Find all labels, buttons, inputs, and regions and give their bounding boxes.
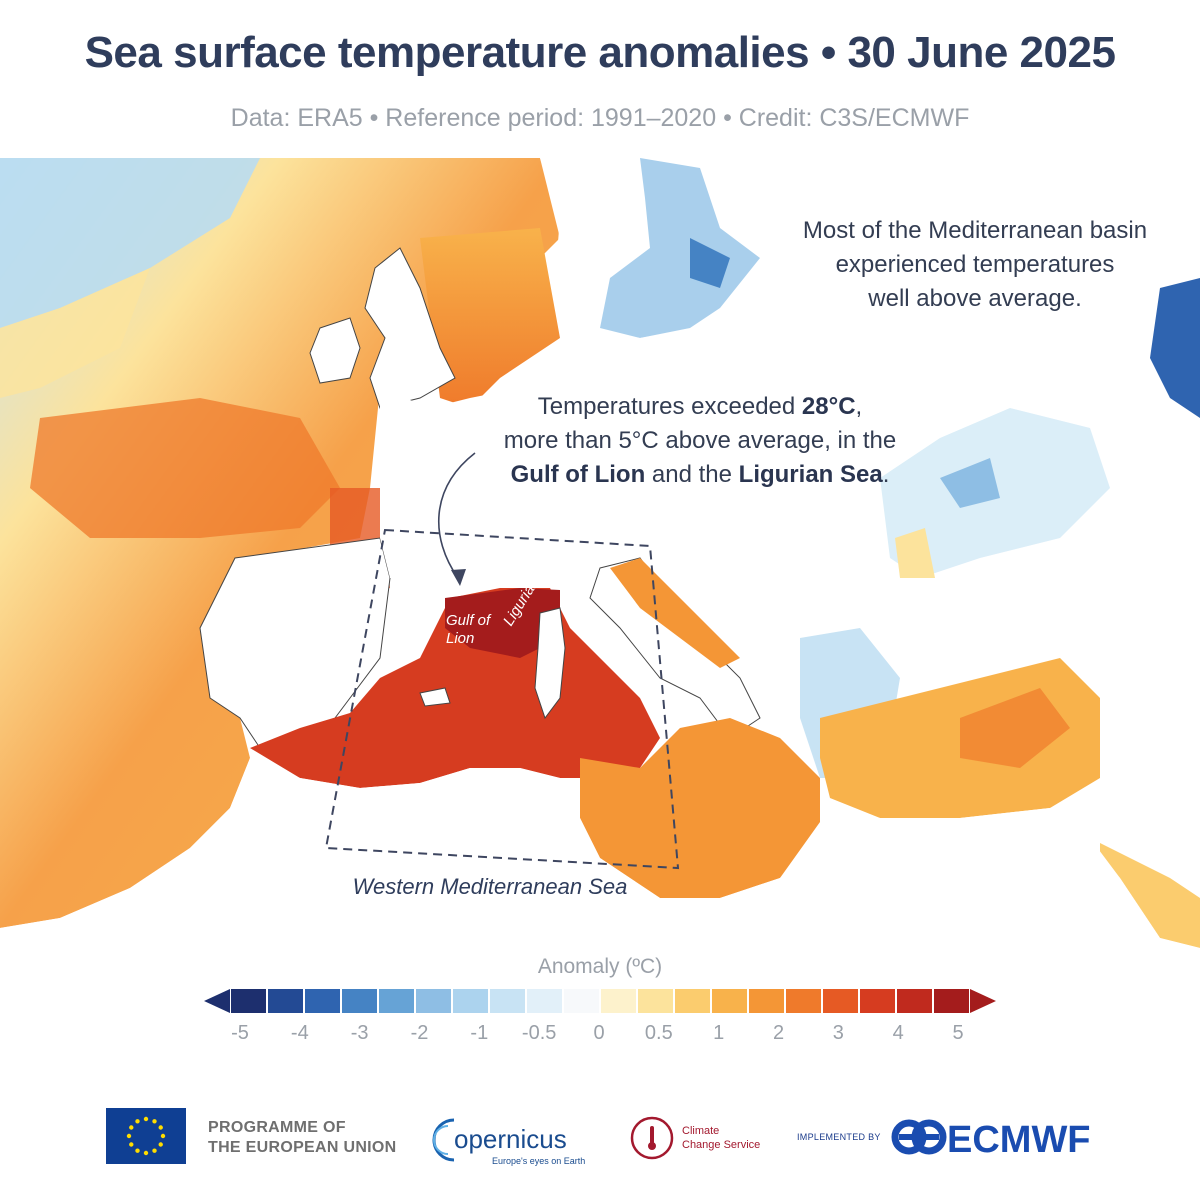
caspian-sea [1150, 278, 1200, 418]
colorbar-arrow-low [204, 989, 230, 1013]
ecmwf-logo: ECMWF [891, 1119, 1091, 1161]
europe-mainland [380, 328, 880, 638]
ireland [309, 317, 361, 384]
implemented-by-text: IMPLEMENTED BY [797, 1132, 881, 1142]
c3s-line-1: Climate [682, 1125, 719, 1137]
baltic-sea [600, 158, 760, 338]
gulf-end: . [882, 461, 890, 488]
gulf-name: Gulf of Lion [510, 461, 646, 488]
colorbar-swatch [305, 989, 340, 1013]
colorbar-swatch [712, 989, 747, 1013]
gulf-post: , [855, 393, 863, 420]
colorbar-tick-label: 0.5 [645, 1022, 673, 1044]
colorbar-swatch [453, 989, 488, 1013]
colorbar-tick-label: -4 [291, 1022, 309, 1044]
colorbar-swatch [786, 989, 821, 1013]
colorbar-tick-label: 3 [833, 1022, 844, 1044]
page-title: Sea surface temperature anomalies • 30 J… [84, 28, 1116, 77]
atlantic-warm-core [30, 398, 340, 538]
colorbar-tick-label: 0 [593, 1022, 604, 1044]
eu-star [158, 1142, 163, 1147]
colorbar-swatch [342, 989, 377, 1013]
eu-star [129, 1142, 134, 1147]
copernicus-wordmark: opernicus [454, 1124, 567, 1154]
colorbar-tick-label: -5 [231, 1022, 249, 1044]
colorbar-tick-label: -0.5 [522, 1022, 556, 1044]
colorbar-swatch [638, 989, 673, 1013]
colorbar-swatch [268, 989, 303, 1013]
western-med-label: Western Mediterranean Sea [352, 874, 628, 899]
gulf-pre: Temperatures exceeded [537, 393, 802, 420]
colorbar-swatch [416, 989, 451, 1013]
corsica-sardinia [534, 607, 566, 720]
colorbar-tick-label: 5 [952, 1022, 963, 1044]
c3s-logo: Climate Change Service [630, 1116, 760, 1160]
eu-star [152, 1119, 157, 1124]
ligurian-name: Ligurian Sea [738, 461, 883, 488]
c3s-line-2: Change Service [682, 1139, 760, 1151]
colorbar-swatch [231, 989, 266, 1013]
gulf-value: 28°C [801, 393, 856, 420]
colorbar-swatch [934, 989, 969, 1013]
great-britain [364, 247, 456, 409]
colorbar-tick-label: -2 [411, 1022, 429, 1044]
gulf-and: and the [645, 461, 739, 488]
eu-line-2: THE EUROPEAN UNION [208, 1139, 397, 1156]
colorbar-swatch [490, 989, 525, 1013]
colorbar-arrow-high [970, 989, 996, 1013]
eu-line-1: PROGRAMME OF [208, 1119, 346, 1136]
colorbar-tick-label: 4 [893, 1022, 904, 1044]
north-africa [0, 758, 1200, 948]
atlantic-cool-patch [0, 158, 260, 328]
central-mediterranean [580, 718, 820, 898]
adriatic-sea [610, 558, 740, 668]
gulf-of-lion-label: Gulf of Lion [446, 612, 491, 647]
eu-star [129, 1125, 134, 1130]
annotation-arrow [437, 452, 476, 579]
eu-flag-logo [106, 1108, 186, 1164]
colorbar-swatch [564, 989, 599, 1013]
eu-star [160, 1133, 166, 1139]
colorbar-swatch [379, 989, 414, 1013]
north-sea [420, 228, 560, 408]
legend-title: Anomaly (ºC) [537, 955, 663, 978]
colorbar-swatch [823, 989, 858, 1013]
anomaly-map [0, 158, 1200, 948]
copernicus-tagline: Europe's eyes on Earth [492, 1156, 585, 1166]
western-med-box [324, 528, 680, 870]
red-sea [1090, 838, 1200, 948]
colorbar-legend: -5 -4 -3 -2 -1 -0.5 0 0.5 1 2 3 4 5 [204, 989, 996, 1044]
eu-star [143, 1150, 149, 1156]
eu-star [135, 1148, 140, 1153]
colorbar-swatch [601, 989, 636, 1013]
gulf-annotation: Temperatures exceeded 28°C, more than 5°… [470, 390, 930, 492]
eu-star [135, 1119, 140, 1124]
copernicus-logo: opernicus Europe's eyes on Earth [432, 1118, 585, 1166]
gulf-line-2: more than 5°C above average, in the [503, 427, 897, 454]
colorbar-swatch [860, 989, 895, 1013]
basin-line-2: experienced temperatures [835, 251, 1115, 278]
colorbar-swatch [749, 989, 784, 1013]
eu-star [152, 1148, 157, 1153]
colorbar-swatch [897, 989, 932, 1013]
page-subtitle: Data: ERA5 • Reference period: 1991–2020… [230, 104, 970, 132]
basin-line-3: well above average. [868, 285, 1082, 312]
colorbar-tick-label: 1 [713, 1022, 724, 1044]
basin-annotation: Most of the Mediterranean basin experien… [770, 214, 1180, 316]
colorbar-swatch [527, 989, 562, 1013]
atlantic-ocean [0, 158, 560, 928]
colorbar-swatch [675, 989, 710, 1013]
basin-line-1: Most of the Mediterranean basin [802, 217, 1148, 244]
eu-programme-text: PROGRAMME OF THE EUROPEAN UNION [208, 1118, 397, 1158]
colorbar-tick-label: -3 [351, 1022, 369, 1044]
eu-star [126, 1133, 132, 1139]
gulf-of-lion-core [445, 588, 560, 658]
ecmwf-wordmark: ECMWF [947, 1119, 1091, 1161]
colorbar-tick-label: -1 [470, 1022, 488, 1044]
eu-star [143, 1116, 149, 1122]
eu-star [158, 1125, 163, 1130]
colorbar-tick-label: 2 [773, 1022, 784, 1044]
